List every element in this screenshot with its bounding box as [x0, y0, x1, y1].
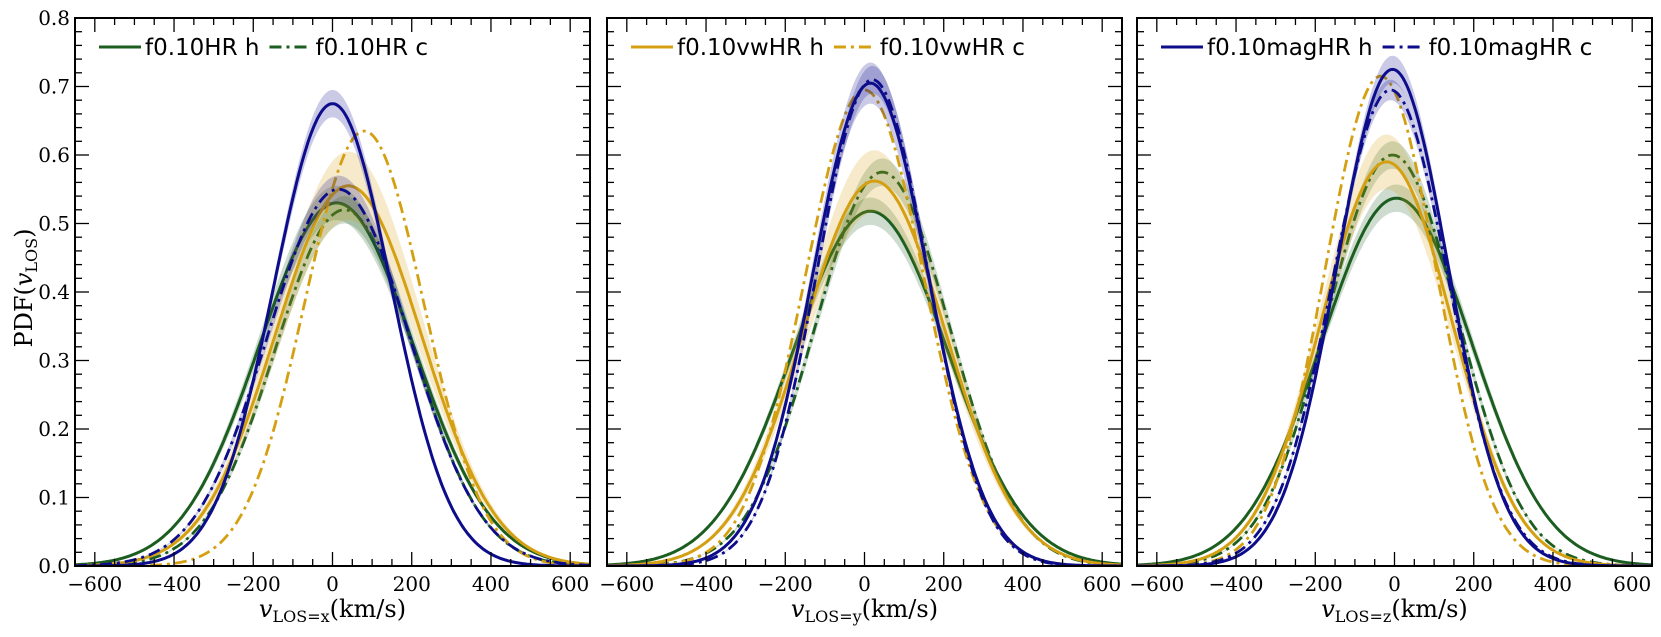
x-tick-label: 200	[1455, 572, 1493, 596]
x-tick-label: −200	[758, 572, 813, 596]
y-axis-label: PDF(vLOS)	[10, 228, 41, 347]
band-gold-solid	[75, 151, 590, 566]
y-tick-label: 0.6	[38, 143, 70, 167]
x-tick-label: −400	[679, 572, 734, 596]
series-line-gold-solid	[75, 184, 590, 566]
band-gold-solid	[607, 150, 1122, 566]
series-line-gold-dashdot	[75, 129, 590, 566]
series-line-gold-solid	[607, 179, 1122, 566]
x-tick-label: 600	[1613, 572, 1651, 596]
band-green-dashdot	[75, 196, 590, 566]
legend-label: f0.10HR c	[315, 35, 428, 61]
panel-2: −600 −400 −200 0 200 400 600 vLOS=y(km/s) f0.10v…	[599, 17, 1123, 626]
band-blue-solid	[1137, 55, 1652, 566]
x-tick-label: 0	[1388, 572, 1401, 596]
series-line-green-dashdot	[1137, 153, 1652, 566]
x-tick-label: 600	[551, 572, 589, 596]
series-line-green-solid	[75, 201, 590, 566]
legend: f0.10vwHR h f0.10vwHR c	[631, 35, 1025, 61]
x-tick-label: 400	[472, 572, 510, 596]
legend: f0.10HR h f0.10HR c	[99, 35, 428, 61]
series-line-blue-solid	[75, 102, 590, 566]
x-tick-label: −200	[1288, 572, 1343, 596]
y-tick-label: 0.1	[38, 486, 70, 510]
series-line-green-solid	[1137, 196, 1652, 566]
x-tick-label: 400	[1534, 572, 1572, 596]
panel-1: −600 −400 −200 0 200 400 600 0.0 0.1 0.2 0.3 0.4 0.5…	[38, 6, 591, 626]
x-axis-label: vLOS=y(km/s)	[791, 595, 938, 626]
x-tick-label: −200	[226, 572, 281, 596]
series-line-green-solid	[607, 209, 1122, 566]
y-axis-label-sub: LOS	[22, 238, 41, 273]
series-line-blue-dashdot	[1137, 88, 1652, 566]
band-blue-dashdot	[607, 65, 1122, 566]
x-tick-label: −600	[599, 572, 654, 596]
x-tick-label: −600	[1129, 572, 1184, 596]
x-tick-label: 0	[858, 572, 871, 596]
svg-text:PDF(vLOS): PDF(vLOS)	[10, 228, 41, 347]
series-line-blue-dashdot	[75, 187, 590, 566]
x-tick-label: 200	[393, 572, 431, 596]
band-green-solid	[1137, 184, 1652, 566]
series-line-gold-dashdot	[607, 88, 1122, 566]
legend-label: f0.10magHR c	[1429, 35, 1593, 61]
y-tick-label: 0.3	[38, 349, 70, 373]
x-axis-label: vLOS=x(km/s)	[259, 595, 406, 626]
x-tick-label: 600	[1083, 572, 1121, 596]
x-tick-label: 200	[925, 572, 963, 596]
band-blue-solid	[607, 62, 1122, 566]
legend-label: f0.10HR h	[145, 35, 259, 61]
y-tick-label: 0.4	[38, 280, 70, 304]
panel-3: −600 −400 −200 0 200 400 600 vLOS=z(km/s) f0.10m…	[1129, 17, 1653, 626]
series-line-blue-dashdot	[607, 78, 1122, 566]
y-tick-label: 0.2	[38, 417, 70, 441]
plot-area	[607, 62, 1122, 566]
y-tick-label: 0.0	[38, 554, 70, 578]
series-line-green-dashdot	[607, 170, 1122, 566]
series-line-gold-solid	[1137, 160, 1652, 566]
plot-area	[1137, 55, 1652, 566]
x-axis-label: vLOS=z(km/s)	[1321, 595, 1468, 626]
y-tick-label: 0.7	[38, 75, 70, 99]
band-green-solid	[607, 197, 1122, 565]
x-tick-label: 0	[326, 572, 339, 596]
y-tick-label: 0.8	[38, 6, 70, 30]
band-green-dashdot	[607, 158, 1122, 566]
y-tick-label: 0.5	[38, 212, 70, 236]
band-blue-dashdot	[75, 175, 590, 566]
y-axis-label-var: v	[10, 272, 38, 286]
legend-label: f0.10vwHR c	[880, 35, 1025, 61]
x-tick-label: −400	[147, 572, 202, 596]
band-green-solid	[75, 185, 590, 565]
x-tick-label: −600	[67, 572, 122, 596]
legend-label: f0.10magHR h	[1207, 35, 1373, 61]
x-tick-label: 400	[1004, 572, 1042, 596]
legend: f0.10magHR h f0.10magHR c	[1161, 35, 1592, 61]
series-line-green-dashdot	[75, 208, 590, 566]
plot-area	[75, 89, 590, 566]
x-tick-label: −400	[1209, 572, 1264, 596]
y-axis-label-close: )	[10, 228, 38, 237]
y-axis-label-main: PDF(	[10, 286, 38, 347]
legend-label: f0.10vwHR h	[677, 35, 824, 61]
